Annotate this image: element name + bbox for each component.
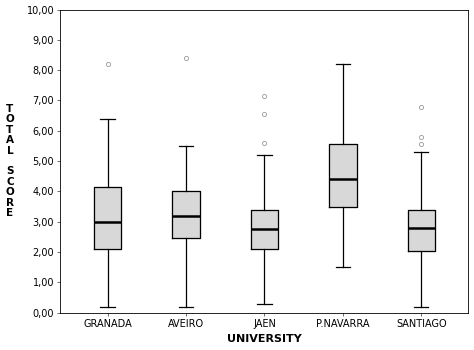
Y-axis label: T
O
T
A
L
 
S
C
O
R
E: T O T A L S C O R E xyxy=(6,104,14,218)
X-axis label: UNIVERSITY: UNIVERSITY xyxy=(227,335,302,344)
